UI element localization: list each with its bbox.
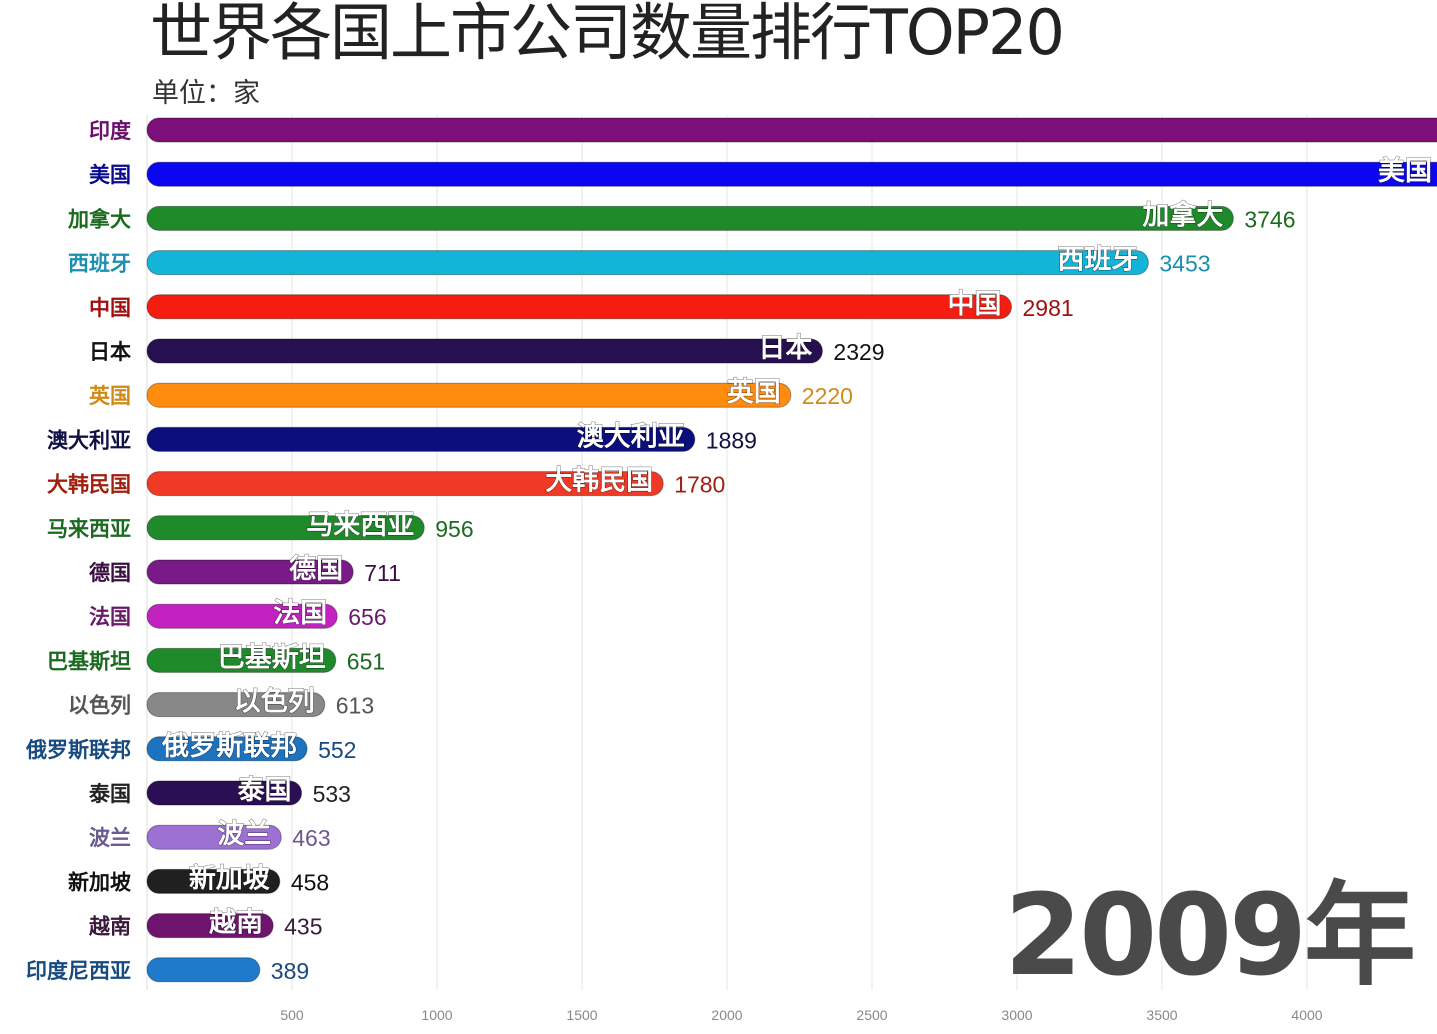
bar: [146, 471, 664, 497]
value-label: 435: [284, 914, 322, 940]
bar: [146, 250, 1149, 276]
bar: [146, 117, 1437, 143]
category-label: 德国: [89, 561, 131, 585]
value-label: 2220: [802, 383, 853, 409]
value-label: 3746: [1244, 206, 1295, 232]
value-label: 613: [336, 693, 374, 719]
value-label: 956: [435, 516, 473, 542]
bar: [146, 868, 281, 894]
value-label: 1889: [706, 427, 757, 453]
category-label: 印度: [89, 119, 131, 143]
bar-inner-label: 英国: [727, 377, 781, 408]
bar-inner-label: 加拿大: [1142, 199, 1223, 231]
bar-inner-label: 澳大利亚: [577, 421, 685, 452]
value-label: 2981: [1022, 295, 1073, 321]
category-label: 泰国: [88, 782, 131, 806]
bar: [146, 736, 308, 762]
bar-inner-label: 中国: [947, 289, 1001, 320]
value-label: 2329: [833, 339, 884, 365]
bar: [146, 692, 326, 718]
year-label: 2009年: [1004, 871, 1416, 1001]
bar-inner-label: 以色列: [234, 686, 315, 718]
category-label: 西班牙: [68, 252, 131, 276]
bar: [146, 824, 282, 850]
category-label: 法国: [89, 605, 131, 629]
x-tick-label: 1500: [566, 1007, 597, 1023]
value-label: 3453: [1159, 251, 1210, 277]
bar: [146, 647, 337, 673]
bar: [146, 913, 274, 939]
bar: [146, 515, 425, 541]
x-tick-label: 4000: [1291, 1007, 1322, 1023]
value-label: 533: [313, 781, 351, 807]
bar-inner-label: 德国: [289, 554, 343, 585]
bar: [146, 161, 1437, 187]
category-label: 加拿大: [67, 207, 131, 231]
category-label: 大韩民国: [47, 473, 131, 497]
bar: [146, 205, 1234, 231]
x-tick-label: 2000: [711, 1007, 742, 1023]
bar: [146, 559, 354, 585]
bar-inner-label: 法国: [273, 598, 327, 629]
category-label: 中国: [89, 296, 131, 320]
category-label: 日本: [89, 340, 131, 364]
bar-inner-label: 巴基斯坦: [218, 642, 326, 673]
bar-inner-label: 波兰: [217, 819, 271, 850]
value-label: 651: [347, 648, 385, 674]
x-tick-label: 500: [280, 1007, 304, 1023]
value-label: 656: [348, 604, 386, 630]
bar-inner-label: 新加坡: [189, 862, 270, 894]
bar: [146, 382, 792, 408]
bar: [146, 294, 1012, 320]
value-label: 389: [271, 958, 309, 984]
category-label: 俄罗斯联邦: [25, 738, 131, 762]
bar: [146, 426, 696, 452]
value-label: 463: [292, 825, 330, 851]
x-tick-label: 1000: [421, 1007, 452, 1023]
value-label: 711: [364, 560, 401, 586]
bar-inner-label: 越南: [209, 908, 263, 939]
category-label: 英国: [89, 384, 131, 408]
bar-inner-label: 美国: [1378, 155, 1432, 187]
category-label: 以色列: [68, 694, 131, 718]
bar: [146, 338, 823, 364]
category-label: 巴基斯坦: [47, 649, 131, 673]
chart-title: 世界各国上市公司数量排行TOP20: [150, 0, 1065, 69]
value-label: 1780: [674, 472, 725, 498]
category-label: 越南: [88, 915, 131, 939]
chart-subtitle: 单位：家: [152, 78, 260, 109]
bar-inner-label: 日本: [758, 333, 812, 364]
bar: [146, 957, 261, 983]
x-tick-label: 3500: [1146, 1007, 1177, 1023]
bar-inner-label: 西班牙: [1057, 245, 1138, 276]
value-label: 552: [318, 737, 356, 763]
category-label: 波兰: [89, 826, 131, 850]
bar-inner-label: 马来西亚: [306, 510, 414, 541]
category-label: 新加坡: [68, 870, 131, 894]
bar-inner-label: 俄罗斯联邦: [161, 731, 297, 762]
category-label: 美国: [89, 163, 131, 187]
x-tick-label: 3000: [1001, 1007, 1032, 1023]
value-label: 458: [291, 869, 329, 895]
bar-inner-label: 泰国: [238, 775, 292, 806]
category-label: 印度尼西亚: [26, 959, 131, 983]
category-label: 澳大利亚: [47, 428, 131, 452]
bar-inner-label: 大韩民国: [545, 466, 653, 497]
bar: [146, 603, 338, 629]
x-tick-label: 2500: [856, 1007, 887, 1023]
category-label: 马来西亚: [47, 517, 131, 541]
bar: [146, 780, 303, 806]
